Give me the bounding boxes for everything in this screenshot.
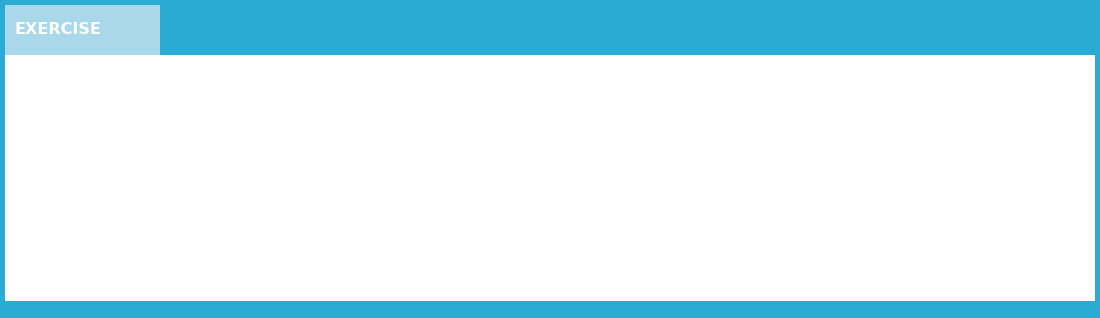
Text: EXERCISE: EXERCISE <box>15 23 102 38</box>
Text: without incurring SR distortion?: without incurring SR distortion? <box>90 177 331 191</box>
Text: is applied to a unity-gain follower constructed: is applied to a unity-gain follower cons… <box>531 121 878 135</box>
Text: 2.30: 2.30 <box>52 91 87 105</box>
Text: 15.9 kHz; 2 V (peak): 15.9 kHz; 2 V (peak) <box>126 205 288 219</box>
Text: M: M <box>521 125 532 135</box>
Text: using this op amp, what is the maximum possible amplitude that can be accommodat: using this op amp, what is the maximum p… <box>90 149 843 163</box>
Text: Ans.: Ans. <box>90 205 125 219</box>
Text: An op amp has a rated output voltage of ±10 V and a slew rate of 1 V/μs. What is: An op amp has a rated output voltage of … <box>90 93 795 107</box>
Text: f: f <box>513 121 518 135</box>
Text: = 5: = 5 <box>483 121 514 135</box>
Text: f: f <box>475 121 481 135</box>
Text: bandwidth? If an input sinusoid with frequency: bandwidth? If an input sinusoid with fre… <box>90 121 447 135</box>
